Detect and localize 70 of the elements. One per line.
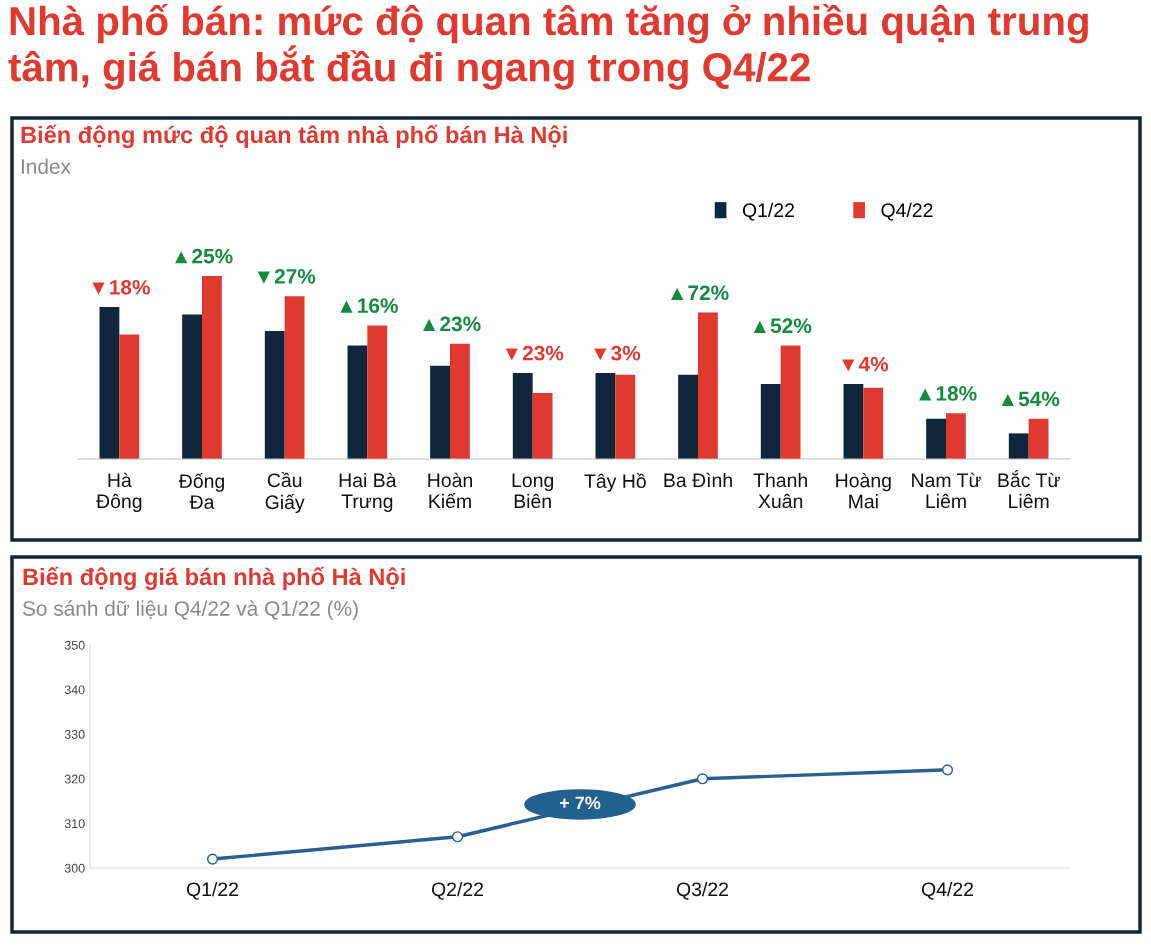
- x-tick-label: Hai Bà Trưng: [339, 472, 397, 512]
- x-tick-label: Q3/22: [676, 881, 729, 900]
- x-tick-label: Nam Từ Liêm: [912, 472, 981, 509]
- annotation: ▼18%: [92, 279, 150, 295]
- annotation: ▲18%: [919, 386, 977, 401]
- annotation: ▼27%: [257, 268, 316, 284]
- annotation: ▲25%: [175, 248, 233, 264]
- bar: [595, 372, 616, 459]
- bar: [430, 365, 450, 459]
- x-tick-label: Q2/22: [431, 881, 484, 900]
- x-tick-label: Bắc Từ Liêm: [998, 470, 1060, 509]
- annotation: ▲16%: [340, 298, 398, 313]
- bar: [264, 330, 285, 459]
- annotation: ▲52%: [753, 318, 812, 334]
- y-tick-label: 320: [64, 774, 85, 784]
- chart-subtitle: Biến động mức độ quan tâm nhà phố bán Hà Nội: [21, 124, 567, 148]
- bar: [1008, 433, 1029, 459]
- bar: [615, 374, 636, 459]
- x-tick-label: Đống Đa: [178, 472, 224, 509]
- bar: [1028, 418, 1049, 459]
- annotation: ▼4%: [842, 356, 889, 372]
- point: [696, 773, 709, 785]
- y-tick-label: 330: [64, 730, 85, 739]
- x-tick-label: Long Biên: [512, 473, 554, 509]
- bar: [926, 418, 946, 459]
- point: [451, 831, 464, 843]
- x-tick-label: Hoàng Mai: [836, 472, 891, 509]
- chart-title: Nhà phố bán: mức độ quan tâm tăng ở nhiều quận trung tâm, giá bán bắt đầu đi ngang trong Q4/22: [8, 4, 1088, 90]
- y-tick-label: 300: [64, 863, 85, 873]
- bar: [843, 383, 864, 459]
- bar: [678, 374, 698, 459]
- point: [206, 853, 219, 865]
- y-tick-label: 340: [64, 685, 85, 695]
- bar: [512, 372, 533, 459]
- annotation: ▼3%: [594, 345, 641, 361]
- annotation: + 7%: [559, 796, 601, 810]
- annotation: ▲54%: [1001, 391, 1060, 407]
- bar: [119, 334, 140, 459]
- bar: [698, 312, 718, 459]
- bar: [284, 296, 305, 459]
- y-tick-label: 350: [64, 640, 85, 650]
- annotation: ▼23%: [505, 345, 564, 361]
- x-tick-label: Q4/22: [921, 881, 974, 900]
- bar: [202, 276, 222, 459]
- legend-label: Q1/22: [742, 202, 794, 221]
- annotation: ▲72%: [671, 285, 729, 301]
- chart-subtitle: So sánh dữ liệu Q4/22 và Q1/22 (%): [22, 600, 358, 620]
- annotation: ▲23%: [423, 316, 481, 332]
- x-tick-label: Cầu Giấy: [265, 472, 305, 513]
- bar: [347, 345, 368, 459]
- x-tick-label: Ba Đình: [664, 472, 732, 488]
- bar: [532, 393, 553, 459]
- point: [941, 764, 954, 776]
- y-axis-title: Index: [21, 158, 71, 174]
- x-tick-label: Tây Hồ: [584, 472, 646, 492]
- x-tick-label: Thanh Xuân: [753, 472, 807, 509]
- bar: [182, 314, 202, 459]
- bar: [946, 413, 966, 459]
- bar: [367, 325, 388, 459]
- x-tick-label: Hà Đông: [96, 472, 142, 513]
- x-tick-label: Q1/22: [186, 881, 239, 900]
- y-tick-label: 310: [64, 819, 85, 829]
- bar: [450, 343, 470, 459]
- bar: [760, 383, 781, 459]
- bar: [780, 345, 801, 459]
- chart-title: Biến động giá bán nhà phố Hà Nội: [23, 566, 405, 590]
- legend-label: Q4/22: [881, 202, 933, 221]
- bar: [863, 387, 884, 459]
- bar: [99, 307, 120, 459]
- x-tick-label: Hoàn Kiếm: [428, 472, 472, 509]
